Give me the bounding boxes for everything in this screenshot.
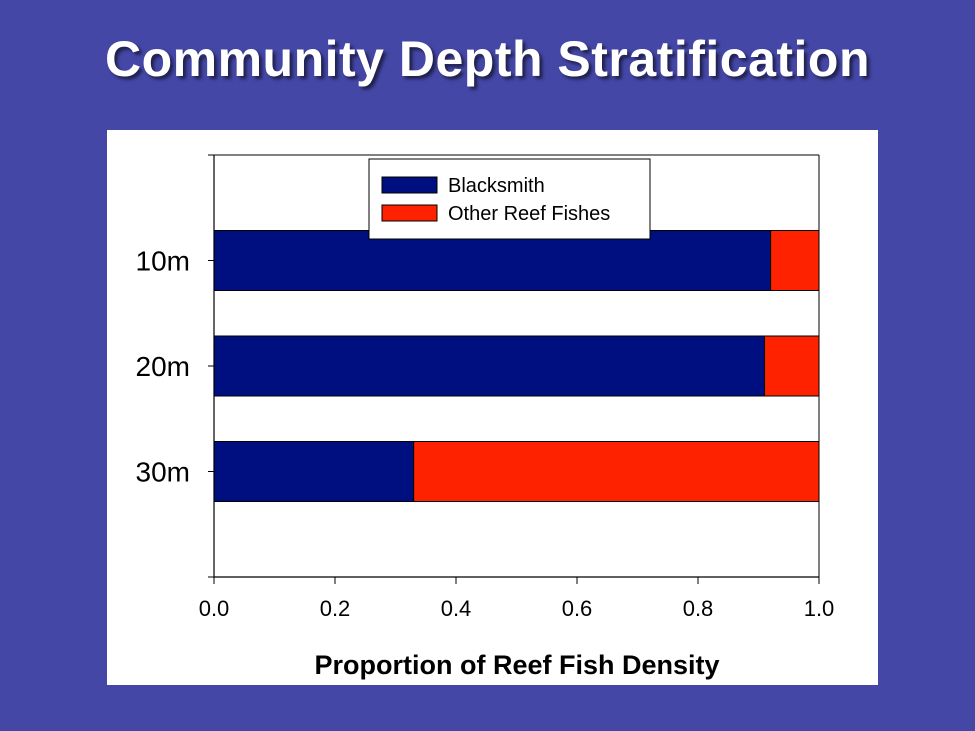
x-tick-label: 0.2 [320,596,351,621]
chart-panel: 10m 20m 30m 0.0 0.2 0.4 0.6 0.8 1.0 Blacksmith Ot… [107,130,878,685]
legend-label: Other Reef Fishes [448,203,610,225]
legend-label: Blacksmith [448,175,545,197]
x-tick-label: 0.0 [199,596,230,621]
bar-10m-other-reef-fishes [770,230,820,291]
y-tick-label: 30m [136,457,190,488]
legend: Blacksmith Other Reef Fishes [368,158,651,240]
axes-group: 10m 20m 30m 0.0 0.2 0.4 0.6 0.8 1.0 [136,154,835,621]
bar-20m-blacksmith [213,335,766,397]
bars-group [213,230,820,502]
bar-20m-other-reef-fishes [764,335,820,397]
legend-box [368,158,651,240]
slide-title: Community Depth Stratification [104,31,871,87]
x-tick-label: 0.4 [441,596,472,621]
y-tick-label: 20m [136,351,190,382]
legend-swatch-other-reef-fishes [381,204,438,222]
bar-30m-blacksmith [213,441,415,502]
bar-30m-other-reef-fishes [413,441,820,502]
y-tick-label: 10m [136,246,190,277]
x-tick-label: 0.8 [683,596,714,621]
x-tick-label: 0.6 [562,596,593,621]
stacked-bar-chart: 10m 20m 30m 0.0 0.2 0.4 0.6 0.8 1.0 Blacksmith Ot… [136,154,835,680]
legend-swatch-blacksmith [381,176,438,194]
bar-10m-blacksmith [213,230,772,291]
x-tick-label: 1.0 [804,596,835,621]
x-axis-label: Proportion of Reef Fish Density [314,650,719,680]
